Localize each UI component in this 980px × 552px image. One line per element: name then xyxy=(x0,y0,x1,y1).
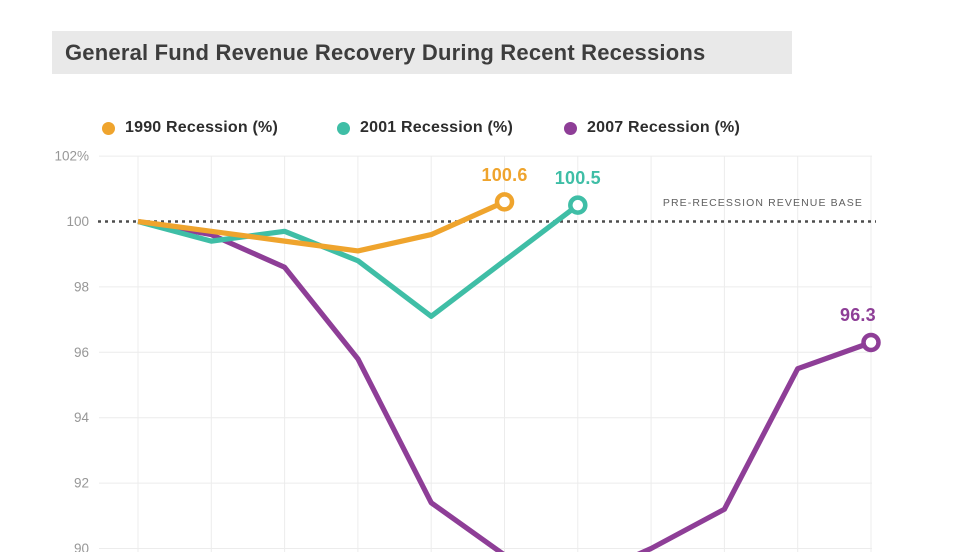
baseline-annotation: PRE-RECESSION REVENUE BASE xyxy=(662,197,863,209)
y-axis-tick-label: 98 xyxy=(74,279,89,294)
series-line xyxy=(137,218,872,552)
chart-title: General Fund Revenue Recovery During Rec… xyxy=(65,39,706,65)
series-end-marker-icon xyxy=(568,195,588,215)
legend-label: 2007 Recession (%) xyxy=(587,119,741,136)
legend-label: 2001 Recession (%) xyxy=(360,119,514,136)
legend-dot-icon xyxy=(337,121,350,135)
legend-item-2007-recession: 2007 Recession (%) xyxy=(564,119,740,137)
series-end-value-2007: 96.3 xyxy=(840,305,876,326)
series-end-value-2001: 100.5 xyxy=(554,168,601,189)
y-axis-tick-label: 100 xyxy=(66,214,89,229)
legend-dot-icon xyxy=(564,121,577,135)
legend-dot-icon xyxy=(102,121,115,135)
legend-label: 1990 Recession (%) xyxy=(125,119,279,136)
legend-item-2001-recession: 2001 Recession (%) xyxy=(337,119,513,137)
series-end-marker-icon xyxy=(494,192,515,212)
y-axis-tick-label: 90 xyxy=(74,541,89,552)
y-axis-tick-label: 94 xyxy=(74,410,90,425)
y-axis-tick-label: 92 xyxy=(74,476,89,491)
y-axis-tick-label: 102% xyxy=(54,149,89,164)
series-line xyxy=(137,203,580,319)
y-axis-tick-label: 96 xyxy=(74,345,89,360)
chart-title-bar: General Fund Revenue Recovery During Rec… xyxy=(52,31,792,74)
series-end-marker-icon xyxy=(861,332,881,353)
legend-item-1990-recession: 1990 Recession (%) xyxy=(102,119,278,137)
series-end-value-1990: 100.6 xyxy=(481,164,528,185)
series-line xyxy=(137,199,506,254)
